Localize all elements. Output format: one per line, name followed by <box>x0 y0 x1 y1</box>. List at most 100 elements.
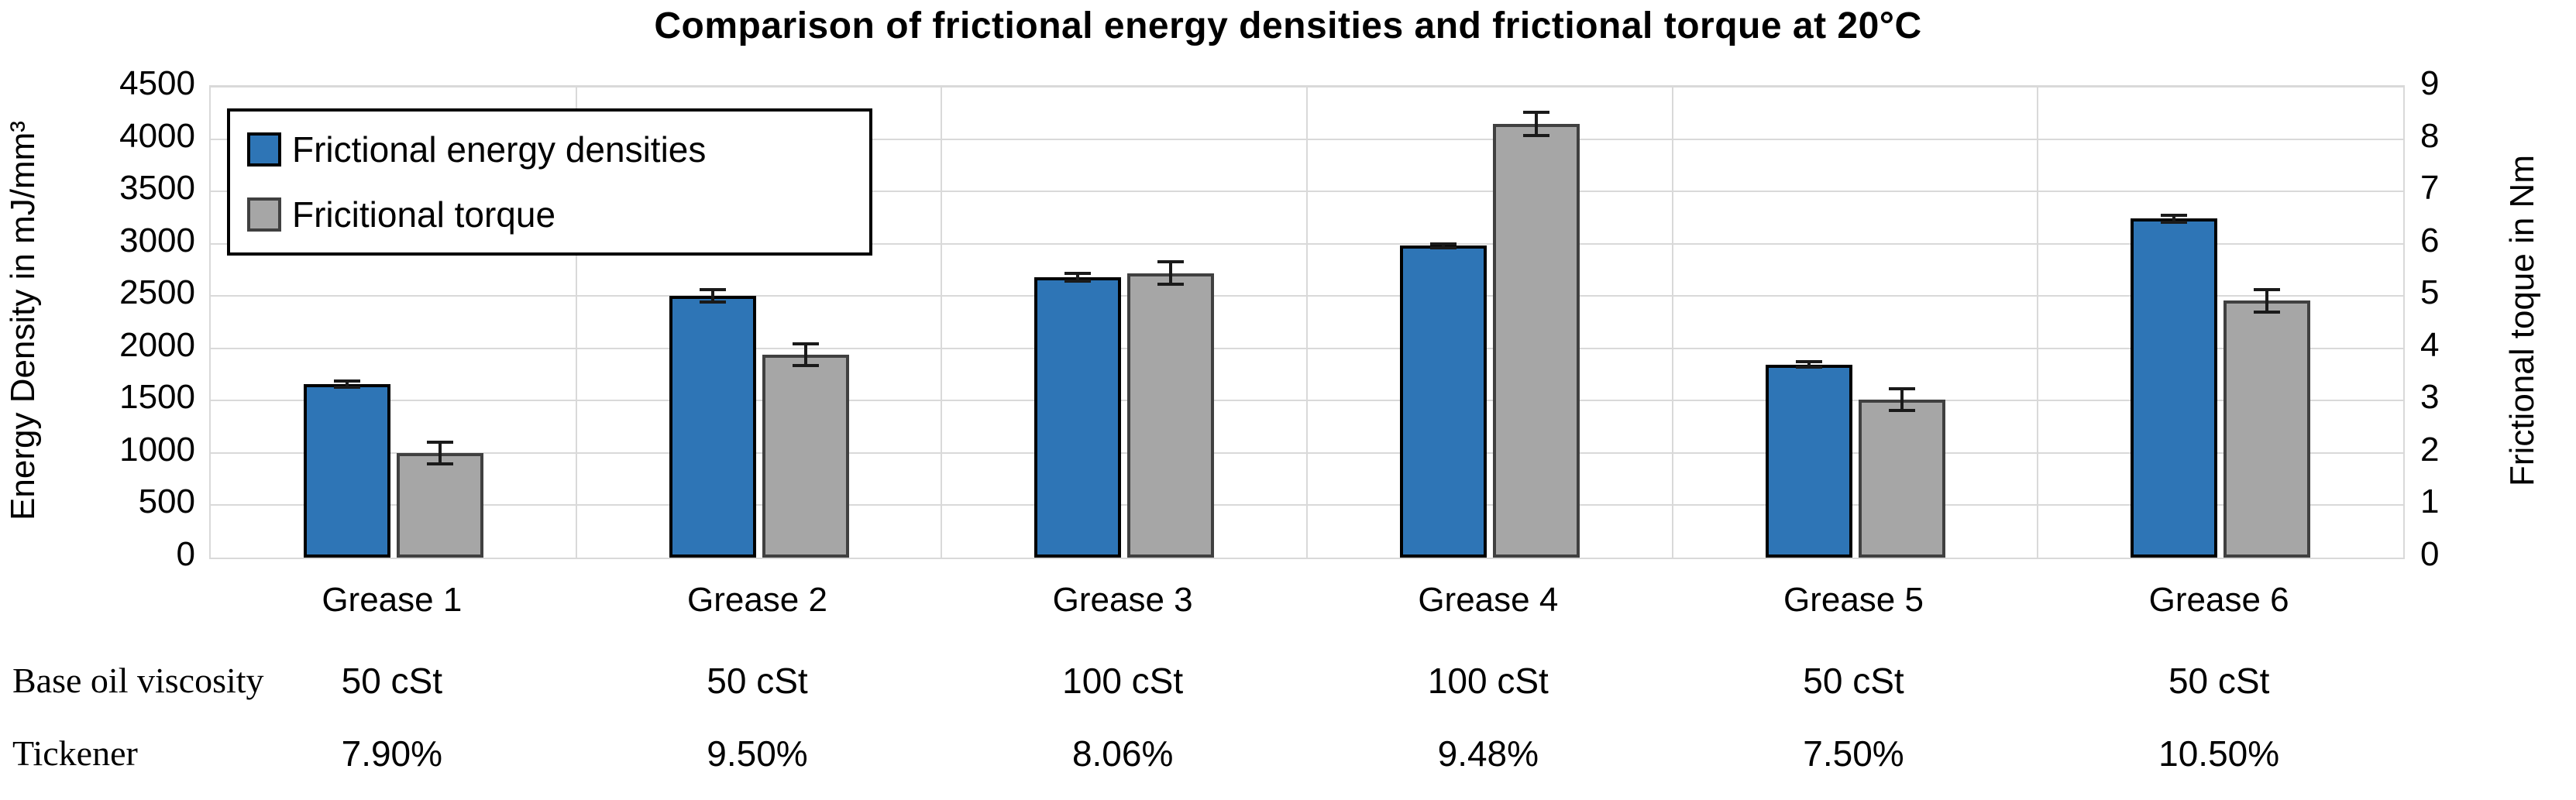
bar-energy-grease-6 <box>2131 218 2218 558</box>
left-tick-label: 2000 <box>119 325 195 364</box>
gridline-vertical <box>941 87 943 558</box>
table-cell-tickener: 10.50% <box>2158 733 2280 774</box>
gridline-vertical <box>575 87 577 558</box>
bar-torque-grease-6 <box>2223 300 2311 558</box>
error-bar-line <box>2172 215 2176 222</box>
right-tick-label: 3 <box>2420 378 2440 417</box>
chart-title: Comparison of frictional energy densitie… <box>654 5 1922 46</box>
category-label: Grease 4 <box>1418 581 1559 619</box>
bar-energy-grease-5 <box>1765 364 1852 558</box>
error-bar-cap <box>1888 386 1915 390</box>
bar-energy-grease-1 <box>303 383 390 558</box>
table-cell-tickener: 9.48% <box>1437 733 1539 774</box>
category-label: Grease 6 <box>2148 581 2289 619</box>
left-tick-label: 4000 <box>119 116 195 155</box>
error-bar-cap <box>1795 366 1822 369</box>
plot-area <box>209 85 2405 559</box>
right-axis-title: Frictional toque in Nm <box>2503 155 2541 486</box>
table-cell-tickener: 7.50% <box>1803 733 1904 774</box>
right-tick-label: 8 <box>2420 116 2440 155</box>
table-cell-viscosity: 50 cSt <box>341 661 443 701</box>
right-tick-label: 4 <box>2420 325 2440 364</box>
error-bar-cap <box>333 379 360 383</box>
table-cell-viscosity: 50 cSt <box>707 661 808 701</box>
error-bar-cap <box>2254 288 2281 292</box>
error-bar-cap <box>1429 242 1457 245</box>
right-tick-label: 6 <box>2420 221 2440 259</box>
error-bar-cap <box>1522 111 1549 115</box>
table-cell-tickener: 8.06% <box>1071 733 1174 774</box>
error-bar-cap <box>2254 310 2281 314</box>
error-bar-cap <box>699 300 726 304</box>
bar-energy-grease-4 <box>1399 245 1487 558</box>
error-bar-line <box>803 343 807 366</box>
gridline-vertical <box>2037 87 2039 558</box>
left-tick-label: 2500 <box>119 273 195 312</box>
bar-torque-grease-3 <box>1127 273 1215 558</box>
legend-item-label: Frictional energy densities <box>292 129 707 170</box>
row-label-base-oil-viscosity: Base oil viscosity <box>12 661 264 700</box>
error-bar-cap <box>1795 360 1822 364</box>
error-bar-line <box>2265 290 2269 312</box>
error-bar-cap <box>2161 213 2188 217</box>
bar-torque-grease-1 <box>396 452 483 558</box>
row-label-tickener: Tickener <box>12 733 138 773</box>
table-cell-tickener: 9.50% <box>707 733 808 774</box>
error-bar-line <box>710 290 714 303</box>
category-label: Grease 1 <box>322 581 463 619</box>
left-tick-label: 1500 <box>119 378 195 417</box>
gridline-vertical <box>1306 87 1308 558</box>
error-bar-line <box>1900 388 1904 411</box>
error-bar-cap <box>2161 220 2188 224</box>
left-tick-label: 4500 <box>119 64 195 102</box>
left-tick-label: 3500 <box>119 169 195 208</box>
error-bar-cap <box>699 288 726 292</box>
bar-torque-grease-5 <box>1858 399 1945 558</box>
error-bar-cap <box>1064 272 1092 276</box>
bar-energy-grease-2 <box>669 296 756 558</box>
legend-item: Fricitional torque <box>247 194 852 235</box>
category-label: Grease 2 <box>686 581 827 619</box>
right-tick-label: 1 <box>2420 482 2440 521</box>
category-label: Grease 5 <box>1783 581 1924 619</box>
error-bar-cap <box>1157 283 1185 287</box>
error-bar-cap <box>1888 409 1915 413</box>
legend-swatch <box>247 197 281 232</box>
error-bar-cap <box>426 462 453 466</box>
right-tick-label: 5 <box>2420 273 2440 312</box>
error-bar-line <box>1076 273 1080 281</box>
error-bar-cap <box>1429 246 1457 250</box>
error-bar-line <box>1807 362 1811 368</box>
legend: Frictional energy densities Fricitional t… <box>227 108 872 256</box>
legend-item-label: Fricitional torque <box>292 194 556 235</box>
right-tick-label: 7 <box>2420 169 2440 208</box>
right-tick-label: 0 <box>2420 535 2440 573</box>
table-cell-viscosity: 50 cSt <box>1803 661 1904 701</box>
error-bar-cap <box>1064 279 1092 283</box>
error-bar-line <box>345 380 349 387</box>
category-label: Grease 3 <box>1052 581 1193 619</box>
error-bar-cap <box>1522 133 1549 137</box>
error-bar-line <box>438 441 442 465</box>
legend-item: Frictional energy densities <box>247 129 852 170</box>
table-cell-tickener: 7.90% <box>341 733 443 774</box>
left-tick-label: 3000 <box>119 221 195 259</box>
error-bar-cap <box>1157 259 1185 263</box>
error-bar-line <box>1169 261 1173 285</box>
error-bar-cap <box>792 342 819 345</box>
table-cell-viscosity: 100 cSt <box>1427 661 1549 701</box>
right-tick-label: 2 <box>2420 430 2440 469</box>
error-bar-line <box>1534 112 1538 136</box>
bar-energy-grease-3 <box>1034 276 1122 558</box>
table-cell-viscosity: 50 cSt <box>2168 661 2270 701</box>
error-bar-cap <box>426 440 453 444</box>
bar-torque-grease-2 <box>762 354 849 558</box>
table-cell-viscosity: 100 cSt <box>1062 661 1184 701</box>
error-bar-cap <box>333 385 360 389</box>
bar-torque-grease-4 <box>1492 123 1580 558</box>
legend-swatch <box>247 132 281 167</box>
error-bar-line <box>1441 243 1445 249</box>
error-bar-cap <box>792 364 819 368</box>
right-tick-label: 9 <box>2420 64 2440 102</box>
